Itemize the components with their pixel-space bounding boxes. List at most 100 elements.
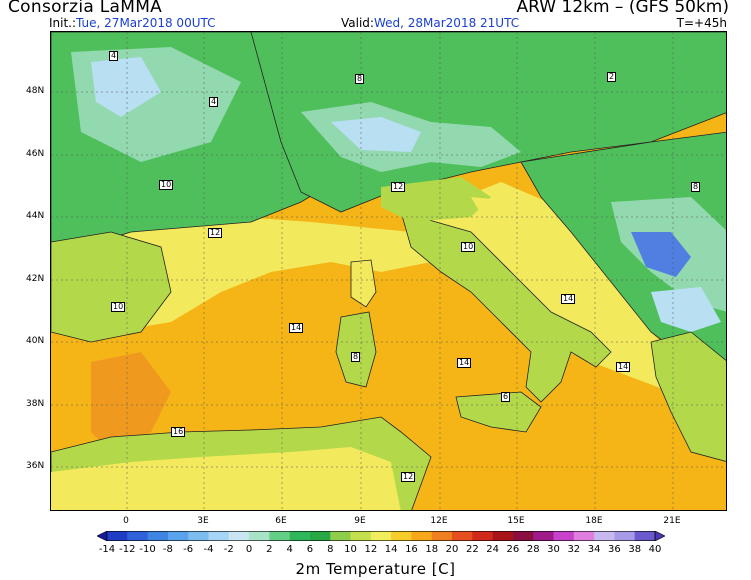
- colorbar-segment: [269, 531, 291, 541]
- colorbar-segment: [208, 531, 230, 541]
- colorbar-tick-label: -14: [98, 544, 116, 555]
- colorbar-segment: [492, 531, 514, 541]
- colorbar-segment: [452, 531, 473, 541]
- lat-label: 44N: [26, 211, 45, 221]
- map-canvas: [51, 32, 726, 510]
- colorbar-segment: [594, 531, 615, 541]
- colorbar-tick-label: 16: [405, 544, 418, 555]
- colorbar-segment: [309, 531, 331, 541]
- po-valley: [381, 177, 491, 222]
- lon-label: 21E: [663, 516, 681, 526]
- colorbar-segment: [147, 531, 169, 541]
- balkans-freeze: [631, 232, 691, 277]
- colorbar-segment: [573, 531, 595, 541]
- sicily: [455, 391, 542, 433]
- colorbar-tick-label: 6: [306, 544, 314, 555]
- colorbar-segment: [228, 531, 250, 541]
- isoline-label: 6: [501, 392, 511, 402]
- colorbar-segment: [553, 531, 575, 541]
- isoline-label: 14: [289, 323, 304, 333]
- colorbar-tick-label: 34: [587, 544, 601, 555]
- colorbar-tick-label: 4: [286, 544, 293, 555]
- corsica: [350, 259, 377, 308]
- colorbar-tick-label: -2: [223, 544, 234, 555]
- colorbar-segment: [107, 531, 128, 541]
- colorbar-tick-label: -6: [183, 544, 194, 555]
- colorbar-tick-label: 18: [425, 544, 439, 555]
- colorbar-tick-label: 0: [245, 544, 253, 555]
- colorbar-segment: [614, 531, 636, 541]
- colorbar-tick-label: -4: [203, 544, 214, 555]
- north-africa-warm: [51, 447, 401, 510]
- valid-value: Wed, 28Mar2018 21UTC: [373, 16, 520, 30]
- frost-patch: [91, 57, 161, 117]
- colorbar-tick-label: 38: [628, 544, 642, 555]
- colorbar-tick-label: 14: [384, 544, 398, 555]
- lat-label: 36N: [26, 461, 45, 471]
- sardinia: [335, 311, 377, 388]
- colorbar-tick-label: 32: [567, 544, 581, 555]
- colorbar-cap-high: [654, 531, 665, 541]
- lon-label: 3E: [197, 516, 209, 526]
- colorbar-tick-label: 40: [648, 544, 662, 555]
- lat-label: 48N: [26, 86, 45, 96]
- isoline-label: 10: [111, 302, 126, 312]
- colorbar-segment: [167, 531, 189, 541]
- colorbar-cap-low: [97, 531, 108, 541]
- colorbar-tick-label: 10: [344, 544, 357, 555]
- colorbar-segment: [127, 531, 149, 541]
- colorbar-segment: [533, 531, 555, 541]
- colorbar-segment: [391, 531, 412, 541]
- isoline-label: 2: [607, 72, 617, 82]
- lat-label: 42N: [26, 274, 45, 284]
- colorbar-segment: [431, 531, 453, 541]
- italian-peninsula: [400, 211, 612, 403]
- isoline-label: 4: [209, 97, 219, 107]
- spain-land: [51, 231, 172, 343]
- colorbar-tick-label: 26: [506, 544, 520, 555]
- isoline-label: 10: [461, 242, 476, 252]
- isoline-label: 8: [691, 182, 701, 192]
- model-resolution: ARW 12km – (GFS 50km): [516, 0, 729, 17]
- colorbar-segment: [330, 531, 352, 541]
- isoline-label: 10: [159, 180, 174, 190]
- colorbar-segment: [249, 531, 270, 541]
- lon-label: 0: [123, 516, 129, 526]
- isoline-label: 14: [561, 294, 576, 304]
- isoline-label: 8: [351, 352, 361, 362]
- forecast-step: T=+45h: [676, 16, 727, 30]
- lon-label: 15E: [507, 516, 525, 526]
- colorbar-tick-label: -10: [139, 544, 156, 555]
- init-time: Init.:Tue, 27Mar2018 00UTC: [49, 16, 216, 30]
- colorbar-segment: [411, 531, 433, 541]
- colorbar-tick-label: 30: [547, 544, 560, 555]
- lon-label: 18E: [585, 516, 603, 526]
- temperature-map: 4 4 10 12 8 12 14 14 16 10 14 2 8 8 12 1…: [50, 31, 727, 511]
- colorbar-tick-label: 20: [445, 544, 459, 555]
- isoline-label: 16: [171, 427, 186, 437]
- colorbar-segment: [350, 531, 372, 541]
- colorbar-border: [106, 531, 656, 541]
- graticule: [51, 32, 726, 510]
- lat-label: 40N: [26, 336, 45, 346]
- colorbar-tick-label: 28: [526, 544, 540, 555]
- lat-label: 46N: [26, 149, 45, 159]
- isoline-label: 12: [391, 182, 406, 192]
- valid-label: Valid:: [341, 16, 374, 30]
- model-title: Consorzia LaMMA: [8, 0, 163, 17]
- colorbar-tick-label: 36: [608, 544, 621, 555]
- colorbar-segment: [289, 531, 311, 541]
- colorbar-segment: [370, 531, 392, 541]
- lon-label: 12E: [430, 516, 448, 526]
- balkans-frost: [651, 287, 721, 332]
- colorbar-tick-label: -12: [119, 544, 136, 555]
- init-label: Init.:: [49, 16, 77, 30]
- valid-time: Valid:Wed, 28Mar2018 21UTC: [341, 16, 519, 30]
- colorbar-tick-label: -8: [162, 544, 173, 555]
- greece: [650, 331, 726, 462]
- adriatic-sea: [471, 197, 611, 322]
- warm-sea-patch: [91, 352, 171, 452]
- isoline-label: 12: [401, 472, 416, 482]
- colorbar-segment: [472, 531, 494, 541]
- lon-label: 9E: [354, 516, 366, 526]
